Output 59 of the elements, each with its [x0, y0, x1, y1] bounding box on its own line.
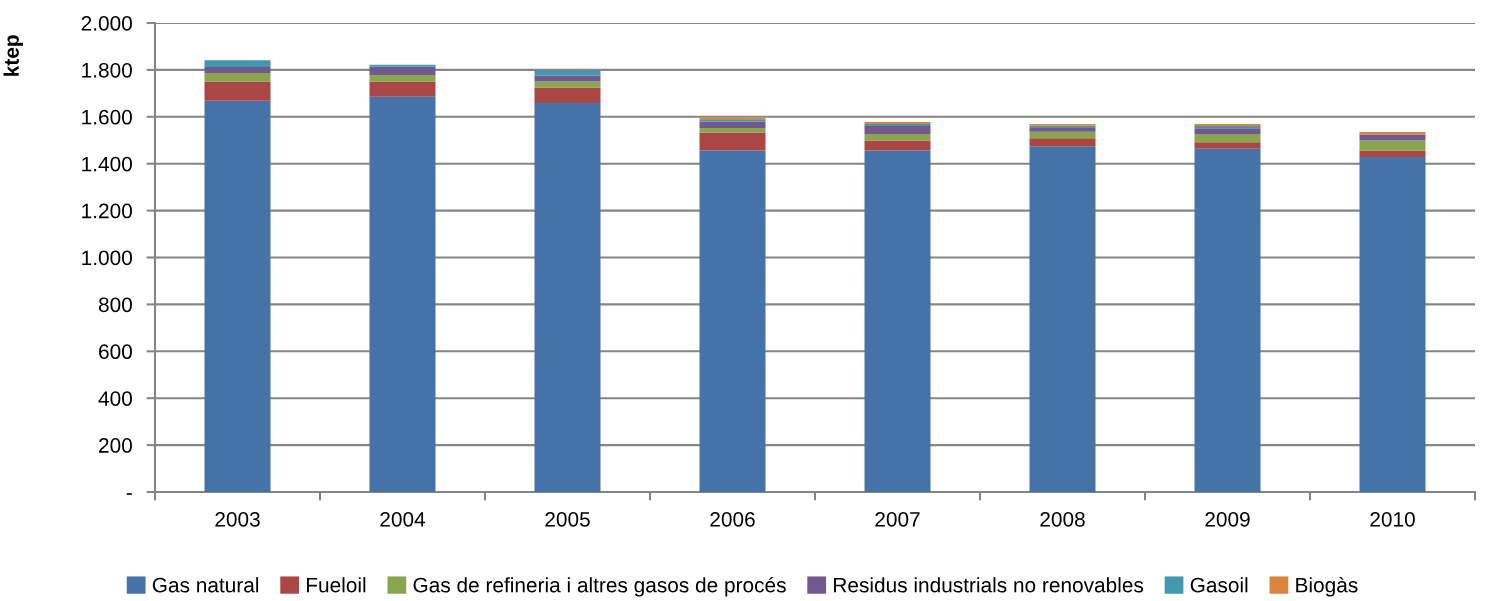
bar	[534, 70, 601, 76]
x-tick-label: 2008	[1040, 511, 1085, 527]
bar	[1194, 142, 1261, 149]
bar	[1194, 133, 1261, 143]
x-tick-label: 2009	[1205, 511, 1250, 527]
x-tick-label: 2003	[215, 511, 260, 527]
y-tick-label: 400	[98, 391, 132, 406]
y-tick-label: 2.000	[81, 16, 132, 31]
bar	[1029, 138, 1096, 147]
bar	[204, 72, 271, 82]
bar	[699, 121, 766, 129]
x-tick-label: 2007	[875, 511, 920, 527]
y-tick-label: 1.400	[82, 156, 132, 172]
x-tick-label: 2005	[545, 511, 590, 527]
x-tick-label: 2010	[1370, 511, 1415, 527]
bar	[1194, 128, 1261, 134]
y-tick-label: 1.600	[82, 109, 132, 125]
y-tick-label: 600	[99, 344, 132, 360]
bar	[204, 60, 271, 68]
x-tick-label: 2004	[380, 511, 426, 527]
bar	[1194, 148, 1261, 492]
y-tick-label: 800	[98, 297, 132, 313]
legend-label: Biogàs	[1296, 576, 1358, 597]
bar	[204, 81, 271, 101]
bar	[864, 125, 931, 134]
bar	[1359, 156, 1426, 492]
legend-label: Gas de refineria i altres gasos de procés	[413, 576, 786, 597]
bar	[699, 128, 766, 133]
y-tick-label: -	[126, 493, 132, 495]
legend-label: Gas natural	[152, 577, 259, 593]
y-tick-label: 1.200	[82, 203, 132, 219]
y-tick-label: 1.800	[82, 62, 132, 78]
bar	[1029, 146, 1096, 492]
legend-label: Gasoil	[1190, 577, 1248, 593]
y-tick-label: 1.000	[82, 250, 132, 266]
bar	[204, 67, 271, 73]
x-tick-label: 2006	[710, 511, 755, 527]
bar	[864, 140, 931, 151]
bar	[534, 102, 601, 492]
bar	[534, 87, 601, 103]
bar	[1359, 140, 1426, 151]
bar	[699, 132, 766, 151]
bar	[534, 81, 601, 88]
bar	[204, 100, 271, 492]
legend-label: Fueloil	[307, 577, 366, 593]
bar	[369, 81, 436, 97]
bar	[369, 96, 436, 492]
bar	[369, 64, 436, 67]
bar	[1029, 131, 1096, 139]
bar	[369, 66, 436, 76]
y-tick-label: 200	[99, 438, 132, 453]
legend-label: Residus industrials no renovables	[834, 577, 1144, 593]
bar	[864, 133, 931, 141]
bar	[699, 150, 766, 492]
bar	[1359, 132, 1426, 135]
bar	[369, 75, 436, 82]
y-axis-title: ktep	[3, 35, 23, 76]
bar	[864, 150, 931, 492]
bar	[1359, 150, 1426, 157]
